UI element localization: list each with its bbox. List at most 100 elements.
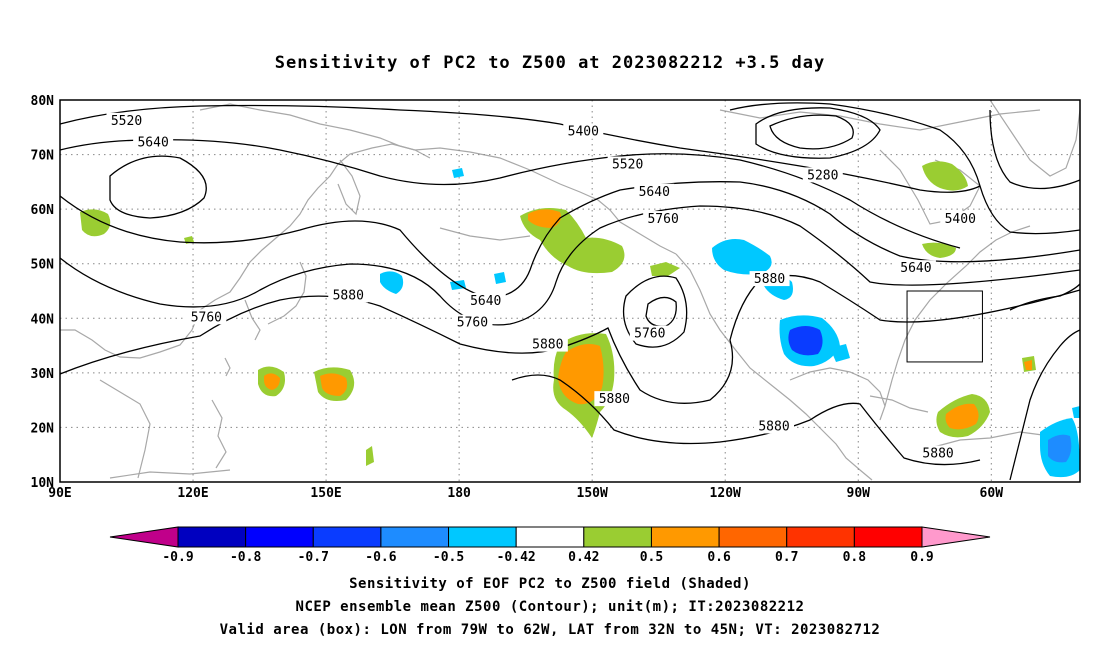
- contour-label: 5880: [527, 336, 568, 353]
- contour-label-text: 5400: [945, 212, 976, 227]
- contour-label-text: 5760: [634, 327, 665, 342]
- colorbar-tick-label: -0.8: [230, 550, 261, 565]
- valid-area-box: [906, 290, 983, 363]
- coastline-alaska: [414, 147, 677, 255]
- contour-labels: 5520 5640 5400 5520 5280 5640 5760 5400 5640 5880…: [106, 112, 981, 462]
- contour-label-bg: [918, 445, 959, 461]
- colorbar-tick-label: 0.9: [910, 550, 933, 565]
- contour-label: 5880: [749, 271, 790, 287]
- colorbar-box: [515, 526, 585, 548]
- contour-label-bg: [106, 112, 147, 128]
- contour-5760: [59, 205, 1081, 326]
- map-frame: [59, 99, 1081, 483]
- contour-label-text: 5520: [612, 157, 643, 172]
- contour-5400-inner: [755, 107, 881, 159]
- coastline-korea: [244, 299, 261, 341]
- lon-tick-label: 150E: [310, 486, 341, 501]
- contour-label: 5880: [594, 391, 635, 407]
- contour-label-bg: [527, 336, 568, 352]
- blue-patch-north-pacific: [452, 168, 464, 178]
- contour-label-bg: [186, 309, 227, 325]
- contour-east-arc: [989, 109, 1081, 190]
- coastline-na-west: [675, 253, 873, 481]
- contour-label-bg: [328, 287, 369, 303]
- contour-5640-cutoff: [109, 155, 207, 219]
- colorbar-box: [650, 526, 720, 548]
- contour-label-text: 5880: [758, 419, 789, 434]
- contour-label-text: 5880: [532, 338, 563, 353]
- lon-tick-label: 180: [447, 486, 471, 501]
- contour-5400-arctic: [729, 102, 1081, 235]
- orange-patch-atlantic-small: [1024, 360, 1032, 370]
- colorbar-box: [583, 526, 652, 548]
- lat-tick-label: 40N: [31, 312, 55, 327]
- colorbar-tick-label: 0.5: [640, 550, 663, 565]
- colorbar-box: [177, 526, 247, 548]
- contour-label: 5640: [465, 292, 506, 309]
- contour-label: 5640: [133, 134, 174, 151]
- orange-patch-gulf-of-alaska: [528, 209, 561, 228]
- lat-tick-label: 20N: [31, 421, 55, 436]
- lon-tick-label: 150W: [577, 486, 608, 501]
- coastline-indochina: [99, 379, 151, 479]
- contour-label-text: 5880: [333, 288, 364, 303]
- colorbar-tick-label: 0.42: [568, 550, 599, 565]
- caption-line-3: Valid area (box): LON from 79W to 62W, L…: [220, 622, 881, 638]
- orange-patch-caribbean: [945, 403, 979, 430]
- lon-tick-label: 120E: [177, 486, 208, 501]
- chart-title: Sensitivity of PC2 to Z500 at 2023082212…: [275, 53, 826, 73]
- lat-tick-label: 70N: [31, 149, 55, 164]
- colorbar-box: [718, 526, 788, 548]
- blue-patch-northwest-us: [712, 239, 772, 275]
- orange-patch-japan-south: [320, 373, 348, 396]
- contour-5880: [59, 274, 1081, 404]
- lat-tick-label: 10N: [31, 476, 55, 491]
- coastline-greenland: [989, 99, 1081, 177]
- latitude-labels: 80N 70N 60N 50N 40N 30N 20N 10N: [31, 94, 55, 491]
- contour-5760-low: [622, 275, 688, 348]
- lon-tick-label: 60W: [980, 486, 1004, 501]
- colorbar-box: [786, 526, 855, 548]
- contour-5640-outer: [59, 139, 961, 249]
- blue-patch-central-us-strong: [788, 326, 823, 356]
- contour-label-text: 5880: [754, 272, 785, 287]
- contour-label: 5760: [643, 211, 684, 227]
- contour-label-bg: [634, 183, 675, 199]
- orange-patch-hawaii: [558, 344, 604, 405]
- orange-patch-east-china: [264, 373, 280, 390]
- caption-line-1: Sensitivity of EOF PC2 to Z500 field (Sh…: [349, 576, 751, 592]
- caption: Sensitivity of EOF PC2 to Z500 field (Sh…: [220, 576, 881, 638]
- colorbar-tick-label: -0.6: [365, 550, 396, 565]
- coastline-aleutians: [439, 227, 531, 241]
- contour-label-text: 5640: [639, 185, 670, 200]
- contour-5640: [59, 181, 1081, 299]
- lon-tick-label: 120W: [710, 486, 741, 501]
- contour-label-bg: [594, 391, 635, 407]
- contour-label: 5760: [186, 309, 227, 325]
- contour-label-text: 5640: [900, 261, 931, 276]
- coastline-indonesia: [109, 469, 231, 479]
- contour-label-bg: [629, 325, 670, 341]
- colorbar-box: [245, 526, 314, 548]
- coastline-cuba: [869, 395, 929, 413]
- contour-south-atlantic: [1009, 329, 1081, 481]
- contour-5280: [769, 114, 854, 150]
- contour-label: 5280: [802, 167, 843, 183]
- contour-label: 5520: [106, 112, 147, 129]
- contour-label: 5400: [563, 123, 604, 140]
- colorbar-box: [312, 526, 382, 548]
- contour-label-bg: [895, 260, 936, 276]
- coastline-arctic-islands: [719, 109, 1041, 131]
- lat-tick-label: 50N: [31, 258, 55, 273]
- blue-patch-gulf-small: [830, 344, 850, 362]
- contour-label: 5880: [918, 445, 959, 462]
- colorbar-low-extend: [109, 526, 179, 548]
- lat-tick-label: 60N: [31, 203, 55, 218]
- colorbar-tick-label: 0.7: [775, 550, 798, 565]
- green-patch-west-siberia: [80, 209, 111, 237]
- contour-label-text: 5520: [111, 114, 142, 129]
- green-patch-newfoundland: [922, 242, 956, 258]
- contour-label-bg: [563, 123, 604, 139]
- coastline-siberia: [199, 103, 431, 159]
